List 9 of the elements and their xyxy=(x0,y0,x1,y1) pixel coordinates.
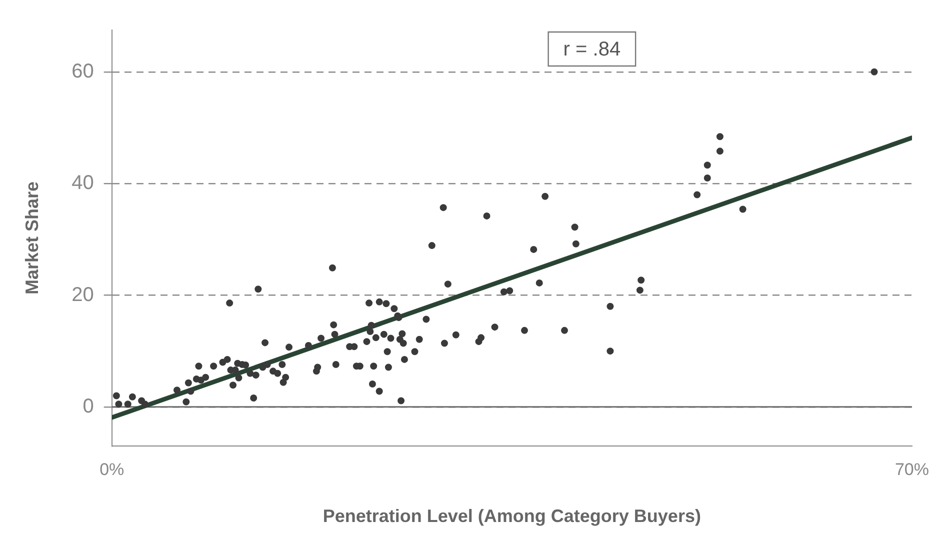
y-tick-label: 0 xyxy=(82,395,94,418)
annotation: r = .84 xyxy=(563,38,621,61)
y-tick-label: 40 xyxy=(72,172,94,194)
y-tick-label: 20 xyxy=(72,284,94,306)
x-axis-title: Penetration Level (Among Category Buyers) xyxy=(322,506,701,526)
y-tick-label: 60 xyxy=(72,60,94,82)
x-tick-label: 0% xyxy=(100,460,124,479)
x-tick-label: 70% xyxy=(894,460,930,479)
y-axis-title: Market Share xyxy=(22,181,42,295)
